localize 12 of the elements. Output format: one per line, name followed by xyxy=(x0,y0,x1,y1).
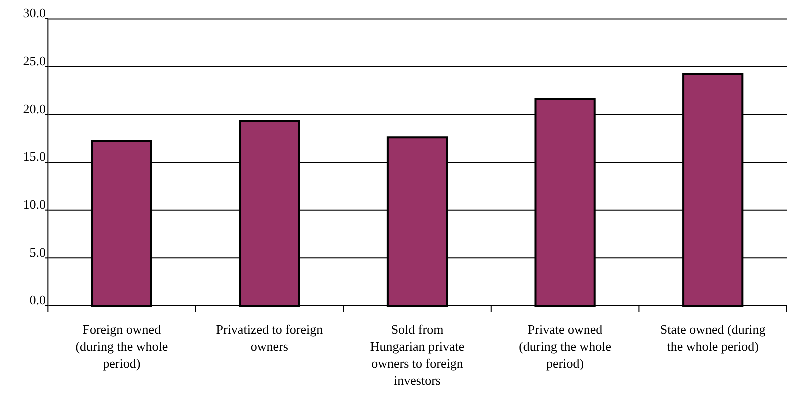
y-tick-label: 30.0 xyxy=(23,6,46,21)
y-tick-label: 25.0 xyxy=(23,54,46,69)
y-tick-label: 5.0 xyxy=(30,244,46,260)
x-tick-label: Private owned (during the whole period) xyxy=(519,322,612,371)
x-tick-label: Sold from Hungarian private owners to foreign investors xyxy=(370,322,465,388)
x-tick-label: Foreign owned (during the whole period) xyxy=(76,322,168,371)
y-tick-label: 10.0 xyxy=(23,197,46,212)
x-tick-label: Privatized to foreign owners xyxy=(216,322,324,354)
y-tick-label: 15.0 xyxy=(23,149,46,164)
y-tick-label: 0.0 xyxy=(30,292,46,308)
y-tick-label: 20.0 xyxy=(23,101,46,116)
x-tick-label: State owned (during the whole period) xyxy=(660,322,766,354)
